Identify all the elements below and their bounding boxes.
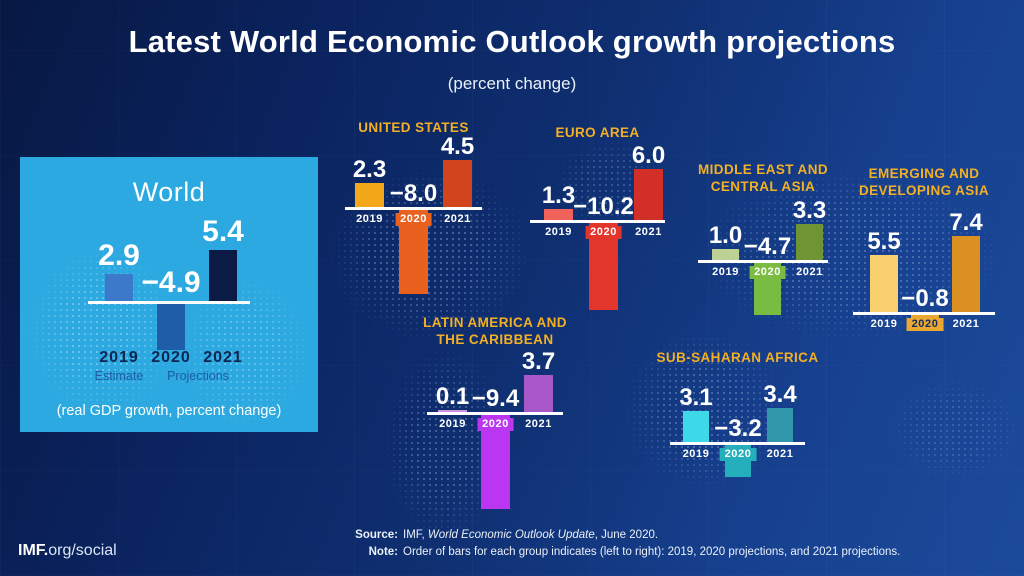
imf-brand: IMF.org/social — [18, 542, 117, 560]
chart-title-united-states: UNITED STATES — [358, 120, 469, 135]
chart-title-emerging-developing-asia: EMERGING AND DEVELOPING ASIA — [858, 166, 990, 198]
baseline — [670, 442, 805, 445]
year-label-sub-saharan-africa-2019: 2019 — [682, 448, 710, 460]
year-label-middle-east-and-central-asia-2019: 2019 — [712, 266, 739, 278]
world-panel: World Estimate Projections 2.9 2019 −4.9 20… — [20, 157, 318, 432]
year-label-euro-area-2021: 2021 — [635, 226, 662, 238]
note-line: Note: Order of bars for each group indic… — [352, 544, 901, 561]
bar-euro-area-2021 — [634, 169, 663, 220]
chart-title-middle-east-central-asia: MIDDLE EAST AND CENTRAL ASIA — [698, 162, 828, 194]
year-label-world-2020: 2020 — [151, 349, 191, 366]
imf-brand-rest: org/social — [48, 542, 117, 559]
year-label-emerging-and-developing-asia-2021: 2021 — [952, 318, 980, 330]
baseline — [345, 207, 482, 210]
year-label-latin-america-and-the-caribbean-2021: 2021 — [525, 418, 552, 430]
year-label-sub-saharan-africa-2020: 2020 — [719, 448, 757, 461]
value-label-euro-area-2021: 6.0 — [631, 142, 666, 169]
bar-world-2021 — [209, 250, 237, 301]
source-label: Source: — [355, 529, 398, 541]
value-label-united-states-2021: 4.5 — [440, 133, 475, 160]
value-label-united-states-2020: −8.0 — [389, 180, 438, 207]
year-label-sub-saharan-africa-2021: 2021 — [766, 448, 794, 460]
value-label-sub-saharan-africa-2019: 3.1 — [679, 384, 713, 411]
note-text: Order of bars for each group indicates (… — [403, 546, 901, 558]
source-text: IMF, World Economic Outlook Update, June… — [403, 529, 659, 541]
value-label-middle-east-and-central-asia-2019: 1.0 — [708, 222, 743, 249]
value-label-euro-area-2019: 1.3 — [541, 182, 576, 209]
value-label-sub-saharan-africa-2020: −3.2 — [714, 415, 762, 442]
year-label-euro-area-2019: 2019 — [545, 226, 572, 238]
bar-sub-saharan-africa-2021 — [767, 408, 793, 442]
bar-latin-america-and-the-caribbean-2021 — [524, 375, 553, 412]
value-label-world-2021: 5.4 — [202, 215, 244, 248]
bar-middle-east-and-central-asia-2021 — [796, 224, 823, 260]
page-title: Latest World Economic Outlook growth pro… — [128, 24, 896, 59]
source-line: Source: IMF, World Economic Outlook Upda… — [352, 527, 900, 544]
value-label-latin-america-and-the-caribbean-2021: 3.7 — [521, 348, 556, 375]
bar-united-states-2021 — [443, 160, 472, 207]
value-label-latin-america-and-the-caribbean-2020: −9.4 — [471, 385, 520, 412]
year-label-world-2019: 2019 — [99, 349, 139, 366]
bar-world-2020 — [157, 304, 185, 350]
value-label-sub-saharan-africa-2021: 3.4 — [763, 381, 797, 408]
bar-latin-america-and-the-caribbean-2019 — [438, 410, 467, 412]
baseline — [853, 312, 995, 315]
year-label-emerging-and-developing-asia-2020: 2020 — [906, 318, 944, 331]
imf-brand-bold: IMF. — [18, 542, 49, 559]
chart-title-euro-area: EURO AREA — [555, 125, 640, 140]
value-label-middle-east-and-central-asia-2021: 3.3 — [792, 197, 827, 224]
year-label-united-states-2021: 2021 — [444, 213, 471, 225]
bar-middle-east-and-central-asia-2019 — [712, 249, 739, 260]
bar-emerging-and-developing-asia-2021 — [952, 236, 980, 312]
year-label-united-states-2020: 2020 — [395, 213, 432, 226]
year-label-world-2021: 2021 — [203, 349, 243, 366]
world-panel-caption: (real GDP growth, percent change) — [56, 403, 282, 419]
year-label-middle-east-and-central-asia-2021: 2021 — [796, 266, 823, 278]
baseline — [530, 220, 665, 223]
world-panel-title: World — [132, 177, 206, 207]
bar-world-2019 — [105, 274, 133, 301]
chart-title-sub-saharan-africa: SUB-SAHARAN AFRICA — [656, 350, 819, 365]
value-label-world-2019: 2.9 — [98, 239, 140, 272]
year-label-united-states-2019: 2019 — [356, 213, 383, 225]
value-label-latin-america-and-the-caribbean-2019: 0.1 — [435, 383, 470, 410]
value-label-emerging-and-developing-asia-2019: 5.5 — [867, 228, 901, 255]
value-label-middle-east-and-central-asia-2020: −4.7 — [743, 233, 792, 260]
value-label-emerging-and-developing-asia-2021: 7.4 — [949, 209, 983, 236]
estimate-label: Estimate — [94, 369, 144, 383]
map-dots-oceania — [890, 380, 1020, 480]
year-label-emerging-and-developing-asia-2019: 2019 — [870, 318, 898, 330]
bar-emerging-and-developing-asia-2019 — [870, 255, 898, 312]
bar-united-states-2019 — [355, 183, 384, 207]
bar-euro-area-2019 — [544, 209, 573, 220]
year-label-latin-america-and-the-caribbean-2020: 2020 — [477, 418, 514, 431]
projections-label: Projections — [167, 369, 229, 383]
year-label-euro-area-2020: 2020 — [585, 226, 622, 239]
bar-sub-saharan-africa-2019 — [683, 411, 709, 442]
baseline — [427, 412, 563, 415]
value-label-euro-area-2020: −10.2 — [573, 193, 634, 220]
value-label-world-2020: −4.9 — [141, 266, 201, 299]
value-label-emerging-and-developing-asia-2020: −0.8 — [901, 285, 949, 312]
page-subtitle: (percent change) — [447, 74, 577, 93]
baseline — [698, 260, 828, 263]
year-label-latin-america-and-the-caribbean-2019: 2019 — [439, 418, 466, 430]
footnotes: Source: IMF, World Economic Outlook Upda… — [352, 527, 900, 561]
year-label-middle-east-and-central-asia-2020: 2020 — [749, 266, 786, 279]
note-label: Note: — [368, 546, 398, 558]
chart-title-latin-america-caribbean: LATIN AMERICA AND THE CARIBBEAN — [423, 315, 567, 347]
value-label-united-states-2019: 2.3 — [352, 156, 387, 183]
world-baseline — [88, 301, 250, 304]
